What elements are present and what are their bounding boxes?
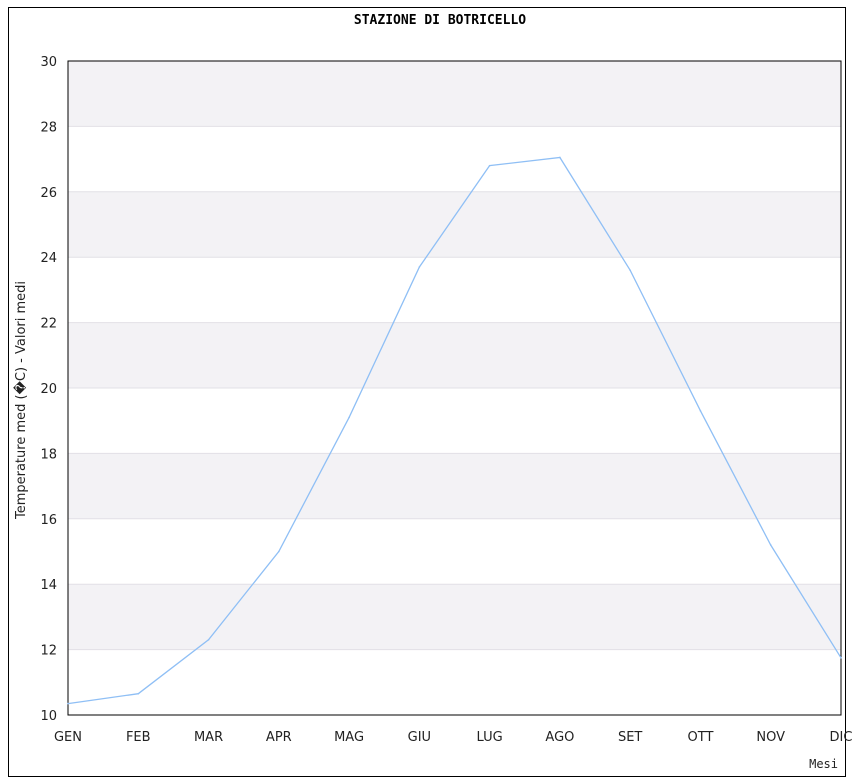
x-tick-label: FEB xyxy=(126,730,151,745)
x-tick-label: MAR xyxy=(194,730,223,745)
data-point xyxy=(699,410,702,412)
grid-band xyxy=(68,453,841,519)
data-point xyxy=(769,544,772,546)
grid-band xyxy=(68,126,841,192)
series-line xyxy=(67,156,842,705)
x-tick-label: GEN xyxy=(54,730,82,745)
plot-area xyxy=(67,60,842,716)
y-tick-label: 30 xyxy=(40,55,57,70)
grid-band xyxy=(68,584,841,650)
grid-band xyxy=(68,191,841,258)
x-tick-label: LUG xyxy=(477,730,503,745)
data-point xyxy=(559,156,561,159)
data-point xyxy=(67,702,69,705)
grid-bands xyxy=(68,61,841,715)
data-point xyxy=(137,692,140,695)
y-tick-label: 10 xyxy=(40,709,57,724)
x-tick-label: SET xyxy=(618,730,642,745)
chart-title: STAZIONE DI BOTRICELLO xyxy=(354,13,526,28)
grid-band xyxy=(68,257,841,323)
grid-lines xyxy=(68,125,841,651)
grid-band xyxy=(68,322,841,388)
x-tick-label: DIC xyxy=(830,730,853,745)
x-tick-label: MAG xyxy=(334,730,364,745)
data-point xyxy=(840,656,842,659)
x-tick-label: GIU xyxy=(408,730,431,745)
y-tick-label: 22 xyxy=(40,317,57,332)
y-tick-label: 28 xyxy=(40,120,57,135)
data-point xyxy=(418,266,421,268)
x-tick-label: APR xyxy=(266,730,292,745)
data-point xyxy=(488,164,491,167)
data-point xyxy=(278,550,280,553)
x-tick-label: OTT xyxy=(688,730,714,745)
y-tick-labels: 10 12 14 16 18 20 22 24 26 28 30 xyxy=(40,55,57,724)
x-axis-label: Mesi xyxy=(809,757,838,771)
series-group xyxy=(67,156,842,705)
y-tick-label: 20 xyxy=(40,382,57,397)
x-tick-label: AGO xyxy=(545,730,574,745)
y-axis-label: Temperature med (�C) - Valori medi xyxy=(12,281,29,520)
y-tick-label: 26 xyxy=(40,186,57,201)
y-tick-label: 24 xyxy=(40,251,57,266)
data-point xyxy=(629,269,631,272)
x-tick-labels: GEN FEB MAR APR MAG GIU LUG AGO SET OTT NOV DIC xyxy=(54,730,852,745)
y-tick-label: 12 xyxy=(40,644,57,659)
y-tick-label: 16 xyxy=(40,513,57,528)
grid-band xyxy=(68,388,841,454)
grid-band xyxy=(68,61,841,127)
y-tick-label: 14 xyxy=(40,578,57,593)
y-tick-label: 18 xyxy=(40,447,57,462)
grid-band xyxy=(68,518,841,585)
x-tick-label: NOV xyxy=(756,730,785,745)
data-point xyxy=(348,416,350,419)
grid-band xyxy=(68,649,841,715)
data-point xyxy=(207,638,210,641)
